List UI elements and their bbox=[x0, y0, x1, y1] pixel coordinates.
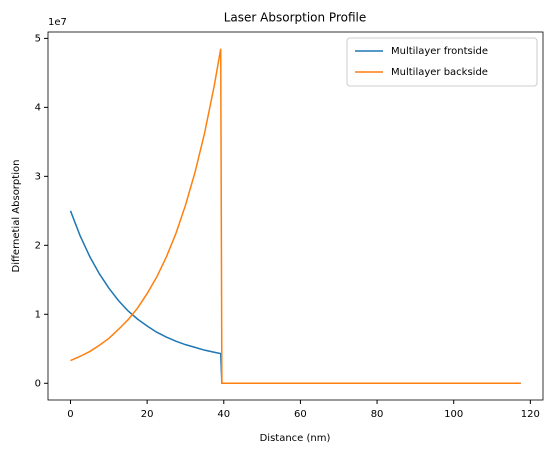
chart-title: Laser Absorption Profile bbox=[224, 11, 367, 25]
y-tick-label: 0 bbox=[35, 378, 41, 389]
x-tick-label: 20 bbox=[141, 409, 154, 420]
x-tick-label: 120 bbox=[521, 409, 540, 420]
axes-frame bbox=[47, 31, 544, 401]
legend-label: Multilayer backside bbox=[391, 67, 488, 78]
x-tick-label: 80 bbox=[371, 409, 384, 420]
x-tick-label: 0 bbox=[67, 409, 73, 420]
y-tick-label: 1 bbox=[35, 309, 41, 320]
y-tick-label: 2 bbox=[35, 240, 41, 251]
y-tick-label: 5 bbox=[35, 33, 41, 44]
y-axis-label: Differnetial Absorption bbox=[11, 160, 22, 273]
y-tick-label: 3 bbox=[35, 171, 41, 182]
x-tick-label: 100 bbox=[444, 409, 463, 420]
legend-label: Multilayer frontside bbox=[391, 46, 488, 57]
x-tick-label: 60 bbox=[294, 409, 307, 420]
legend-box bbox=[346, 37, 538, 87]
line bbox=[70, 48, 521, 385]
x-axis-label: Distance (nm) bbox=[260, 433, 331, 444]
y-offset-text: 1e7 bbox=[48, 17, 67, 28]
line bbox=[69, 210, 521, 385]
y-tick-label: 4 bbox=[35, 102, 41, 113]
x-tick-label: 40 bbox=[217, 409, 230, 420]
